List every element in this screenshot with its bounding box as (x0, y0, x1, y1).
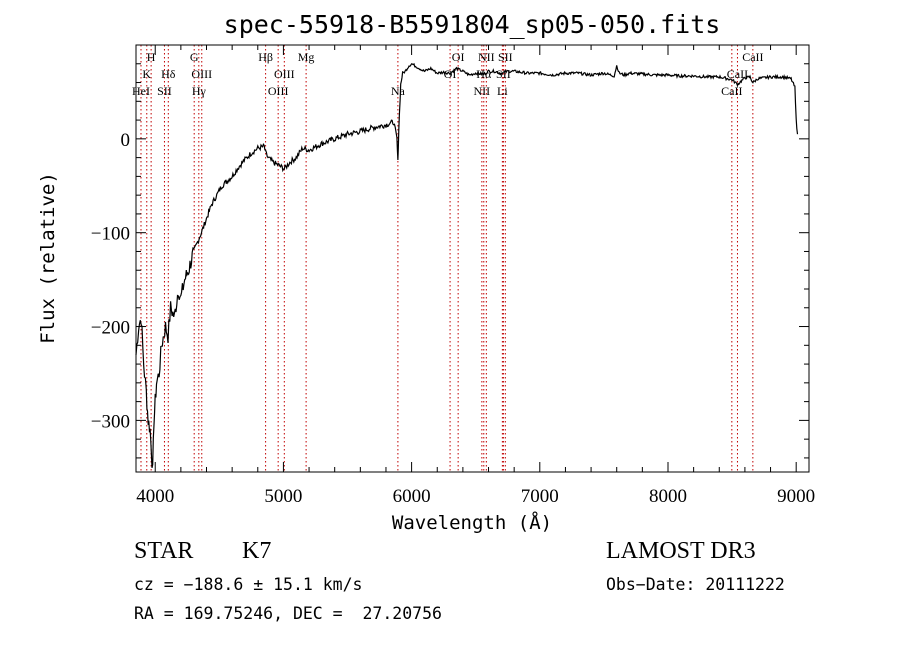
line-label-6: Hγ (192, 84, 207, 98)
object-class: STAR (134, 538, 194, 564)
y-tick-label-1: −200 (91, 318, 130, 339)
spectrum-chart: spec-55918-B5591804_sp05-050.fits HeI KH S… (37, 10, 815, 534)
line-label-7: OIII (191, 67, 212, 81)
line-label-4: Hδ (161, 67, 176, 81)
x-tick-label-0: 4000 (136, 486, 174, 507)
line-label-14: OI (452, 50, 465, 64)
line-label-11: Mg (298, 50, 315, 64)
line-label-21: CaII (721, 84, 742, 98)
x-tick-label-3: 7000 (521, 486, 559, 507)
coordinates: RA = 169.75246, DEC = 27.20756 (134, 604, 442, 623)
spectrum-line (135, 62, 799, 469)
x-tick-label-5: 9000 (777, 486, 815, 507)
line-label-23: CaII (742, 50, 763, 64)
plot-frame (135, 44, 810, 473)
object-subclass: K7 (242, 538, 272, 564)
line-label-0: HeI (132, 84, 150, 98)
survey-name: LAMOST DR3 (606, 538, 756, 564)
x-tick-label-2: 6000 (393, 486, 431, 507)
line-label-12: Na (391, 84, 406, 98)
x-axis-label: Wavelength (Å) (392, 511, 552, 534)
line-label-15: NII (474, 84, 491, 98)
line-label-3: SII (157, 84, 172, 98)
line-label-2: H (147, 50, 156, 64)
x-tick-label-4: 8000 (649, 486, 687, 507)
line-label-17: NII (478, 50, 495, 64)
y-tick-label-2: −100 (91, 224, 130, 245)
x-tick-label-1: 5000 (264, 486, 302, 507)
line-label-20: SII (498, 50, 513, 64)
line-label-19: SII (496, 67, 511, 81)
y-axis-label: Flux (relative) (37, 172, 59, 344)
line-label-22: CaII (727, 67, 748, 81)
line-label-1: K (142, 67, 151, 81)
y-tick-label-3: 0 (121, 130, 131, 151)
y-tick-label-0: −300 (91, 411, 130, 432)
redshift-cz: cz = −188.6 ± 15.1 km/s (134, 575, 363, 594)
chart-title: spec-55918-B5591804_sp05-050.fits (224, 10, 721, 39)
obs-date: Obs−Date: 20111222 (606, 575, 785, 594)
line-label-10: OIII (274, 67, 295, 81)
line-label-18: Li (497, 84, 508, 98)
line-label-8: Hβ (258, 50, 273, 64)
line-label-9: OIII (268, 84, 289, 98)
line-label-5: G (190, 50, 199, 64)
